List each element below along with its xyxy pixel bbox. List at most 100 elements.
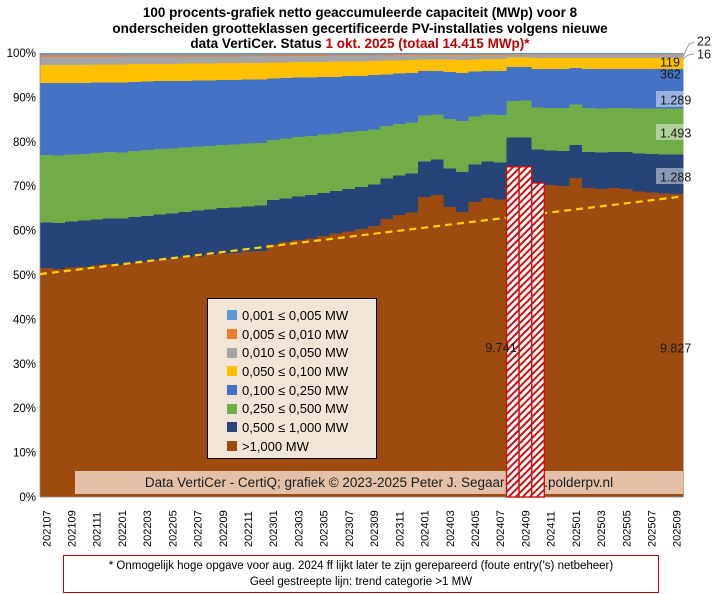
area-segment xyxy=(531,68,545,108)
area-segment xyxy=(229,144,243,208)
area-segment xyxy=(594,152,608,189)
area-segment xyxy=(405,212,419,497)
area-segment xyxy=(115,264,129,497)
area-segment xyxy=(607,68,621,108)
area-segment xyxy=(65,267,79,497)
area-segment xyxy=(493,53,507,55)
x-tick-label: 202411 xyxy=(546,511,558,547)
area-segment xyxy=(418,196,432,497)
area-segment xyxy=(569,53,583,54)
area-segment xyxy=(266,200,280,245)
area-segment xyxy=(405,122,419,174)
area-segment xyxy=(493,71,507,116)
area-segment xyxy=(40,155,54,223)
area-segment xyxy=(216,56,230,64)
area-segment xyxy=(519,137,533,167)
area-segment xyxy=(367,75,381,130)
area-segment xyxy=(619,54,633,59)
area-segment xyxy=(115,53,129,56)
area-segment xyxy=(178,63,192,81)
area-segment xyxy=(582,54,596,59)
area-segment xyxy=(216,144,230,209)
area-segment xyxy=(90,82,104,153)
area-segment xyxy=(481,198,495,497)
area-segment xyxy=(594,68,608,109)
area-segment xyxy=(582,68,596,108)
area-segment xyxy=(90,219,104,266)
area-segment xyxy=(645,153,659,193)
area-segment xyxy=(456,172,470,213)
area-segment xyxy=(393,53,407,55)
area-segment xyxy=(519,66,533,101)
area-segment xyxy=(342,61,356,76)
area-segment xyxy=(569,57,583,69)
area-segment xyxy=(304,136,318,195)
area-segment xyxy=(569,68,583,105)
area-segment xyxy=(670,68,684,109)
x-tick-label: 202311 xyxy=(394,511,406,547)
area-segment xyxy=(77,56,91,65)
area-segment xyxy=(393,60,407,74)
legend-label: >1,000 MW xyxy=(242,438,309,454)
area-segment xyxy=(216,54,230,57)
area-segment xyxy=(367,60,381,76)
area-segment xyxy=(619,68,633,108)
area-segment xyxy=(153,53,167,55)
area-segment xyxy=(65,154,79,222)
area-segment xyxy=(77,83,91,155)
area-segment xyxy=(90,56,104,65)
legend-label: 0,005 ≤ 0,010 MW xyxy=(242,326,349,342)
area-segment xyxy=(670,57,684,69)
legend-label: 0,050 ≤ 0,100 MW xyxy=(242,363,349,379)
area-segment xyxy=(619,53,633,55)
area-segment xyxy=(241,56,255,64)
area-segment xyxy=(229,53,243,55)
x-tick-label: 202305 xyxy=(319,510,331,547)
area-segment xyxy=(531,149,545,183)
area-segment xyxy=(493,115,507,163)
area-segment xyxy=(329,53,343,55)
area-segment xyxy=(140,150,154,216)
area-segment xyxy=(594,108,608,153)
legend-item: 0,010 ≤ 0,050 MW xyxy=(227,343,376,362)
area-segment xyxy=(632,54,646,59)
legend-item: 0,100 ≤ 0,250 MW xyxy=(227,381,376,400)
chart-title: 100 procents-grafiek netto geaccumuleerd… xyxy=(10,5,710,52)
area-segment xyxy=(329,55,343,62)
area-segment xyxy=(317,134,331,193)
area-segment xyxy=(607,54,621,59)
area-segment xyxy=(128,56,142,65)
area-segment xyxy=(203,53,217,55)
area-segment xyxy=(607,107,621,152)
area-segment xyxy=(65,64,79,84)
area-segment xyxy=(128,263,142,497)
area-segment xyxy=(670,108,684,155)
area-segment xyxy=(519,53,533,54)
area-segment xyxy=(254,56,268,63)
area-segment xyxy=(645,192,659,497)
area-segment xyxy=(153,81,167,150)
area-segment xyxy=(607,151,621,189)
y-tick-label: 0% xyxy=(19,492,36,504)
area-segment xyxy=(329,54,343,56)
area-segment xyxy=(216,63,230,81)
legend-swatch xyxy=(227,441,237,452)
area-segment xyxy=(418,54,432,60)
area-segment xyxy=(128,151,142,217)
area-segment xyxy=(292,53,306,55)
area-segment xyxy=(531,183,545,497)
x-tick-label: 202109 xyxy=(67,510,79,547)
area-segment xyxy=(645,53,659,55)
area-segment xyxy=(166,63,180,82)
x-tick-label: 202205 xyxy=(167,510,179,547)
legend-item: 0,250 ≤ 0,500 MW xyxy=(227,399,376,418)
area-segment xyxy=(594,58,608,69)
y-tick-label: 90% xyxy=(13,92,36,104)
area-segment xyxy=(657,69,671,109)
area-segment xyxy=(140,53,154,56)
area-segment xyxy=(380,55,394,61)
area-segment xyxy=(317,76,331,135)
area-segment xyxy=(103,82,117,153)
area-segment xyxy=(481,59,495,71)
